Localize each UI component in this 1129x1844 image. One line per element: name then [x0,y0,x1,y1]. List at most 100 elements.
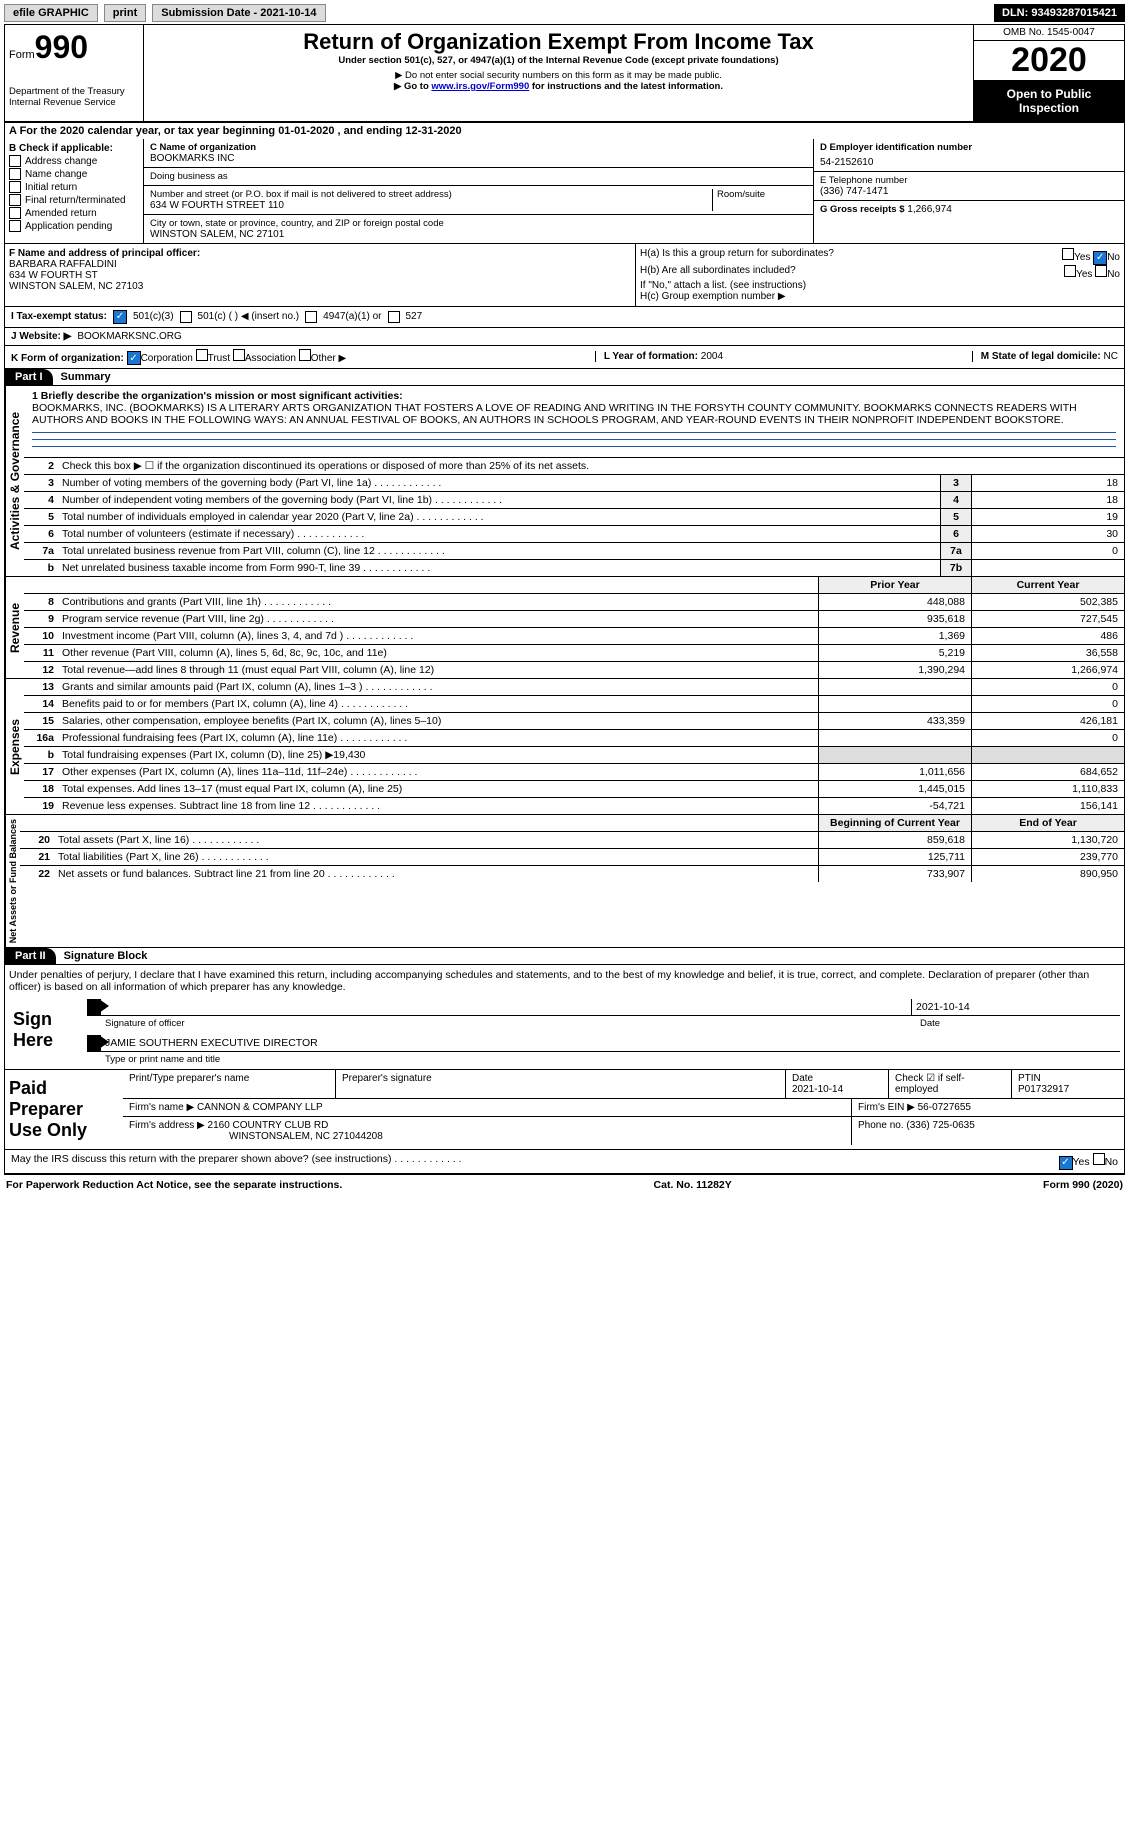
hb-no[interactable] [1095,265,1107,277]
chk-501c[interactable] [180,311,192,323]
l10n: 10 [24,628,58,644]
officer-addr1: 634 W FOURTH ST [9,270,631,281]
chk-assoc[interactable] [233,349,245,361]
l15d: Salaries, other compensation, employee b… [58,713,818,729]
org-name: BOOKMARKS INC [150,153,807,164]
l13c: 0 [971,679,1124,695]
open-inspection: Open to Public Inspection [974,81,1124,121]
box-l-label: L Year of formation: [604,351,698,362]
chk-4947[interactable] [305,311,317,323]
chk-corp[interactable]: ✓ [127,351,141,365]
chk-trust[interactable] [196,349,208,361]
part1-title: Summary [53,369,119,385]
l18p: 1,445,015 [818,781,971,797]
discuss-no[interactable] [1093,1153,1105,1165]
l12p: 1,390,294 [818,662,971,678]
l16bc [971,747,1124,763]
form990-link[interactable]: www.irs.gov/Form990 [431,81,529,92]
arrow-icon [87,999,101,1015]
ein-lbl: Firm's EIN ▶ [858,1102,915,1113]
box-j-label: J Website: ▶ [11,331,71,342]
chk-527[interactable] [388,311,400,323]
firm-addr-lbl: Firm's address ▶ [129,1120,205,1131]
l21d: Total liabilities (Part X, line 26) [54,849,818,865]
l14p [818,696,971,712]
chk-final-return[interactable] [9,194,21,206]
officer-name: BARBARA RAFFALDINI [9,259,631,270]
rev-section: Revenue Prior YearCurrent Year 8Contribu… [4,577,1125,679]
l11c: 36,558 [971,645,1124,661]
firm-ein: 56-0727655 [918,1102,971,1113]
omb-number: OMB No. 1545-0047 [974,25,1124,41]
ha-yes[interactable] [1062,248,1074,260]
l18c: 1,110,833 [971,781,1124,797]
box-d-label: D Employer identification number [820,142,1118,153]
arrow-icon [87,1035,101,1051]
street-address: 634 W FOURTH STREET 110 [150,200,712,211]
opt-amended: Amended return [25,208,97,219]
line3-v: 18 [971,475,1124,491]
rule [32,446,1116,447]
pp-h3: Date [792,1073,813,1084]
l21c: 239,770 [971,849,1124,865]
website-row: J Website: ▶ BOOKMARKSNC.ORG [4,328,1125,346]
chk-501c3[interactable]: ✓ [113,310,127,324]
l16bp [818,747,971,763]
line3-n: 3 [940,475,971,491]
line4-n: 4 [940,492,971,508]
l12d: Total revenue—add lines 8 through 11 (mu… [58,662,818,678]
l16an: 16a [24,730,58,746]
discuss-yes-lbl: Yes [1073,1156,1090,1168]
line5-desc: Total number of individuals employed in … [58,509,940,525]
name-title-lbl: Type or print name and title [87,1054,1120,1065]
l17n: 17 [24,764,58,780]
chk-other[interactable] [299,349,311,361]
header-note-1: ▶ Do not enter social security numbers o… [148,70,969,81]
officer-signature-field[interactable] [101,999,911,1015]
sig-officer-lbl: Signature of officer [87,1018,920,1029]
addr-label: Number and street (or P.O. box if mail i… [150,189,712,200]
l15p: 433,359 [818,713,971,729]
chk-name-change[interactable] [9,168,21,180]
chk-app-pending[interactable] [9,220,21,232]
form-subtitle: Under section 501(c), 527, or 4947(a)(1)… [148,55,969,66]
l20c: 1,130,720 [971,832,1124,848]
ha-no[interactable]: ✓ [1093,251,1107,265]
l16bd: Total fundraising expenses (Part IX, col… [58,747,818,763]
line6-v: 30 [971,526,1124,542]
paid-preparer-section: Paid Preparer Use Only Print/Type prepar… [4,1070,1125,1150]
l14n: 14 [24,696,58,712]
na-hdr-e: End of Year [971,815,1124,831]
ha-no-lbl: No [1107,252,1120,263]
chk-address-change[interactable] [9,155,21,167]
chk-amended[interactable] [9,207,21,219]
line5-n: 5 [940,509,971,525]
hb-yes[interactable] [1064,265,1076,277]
l13d: Grants and similar amounts paid (Part IX… [58,679,818,695]
l10c: 486 [971,628,1124,644]
sig-date-lbl: Date [920,1018,1120,1029]
ha-yes-lbl: Yes [1074,252,1090,263]
efile-button[interactable]: efile GRAPHIC [4,4,98,22]
box-f-label: F Name and address of principal officer: [9,248,631,259]
box-e-label: E Telephone number [820,175,1118,186]
l22p: 733,907 [818,866,971,882]
officer-addr2: WINSTON SALEM, NC 27103 [9,281,631,292]
room-suite-label: Room/suite [712,189,807,211]
submission-date-button[interactable]: Submission Date - 2021-10-14 [152,4,325,22]
l21p: 125,711 [818,849,971,865]
chk-initial-return[interactable] [9,181,21,193]
footer-mid: Cat. No. 11282Y [654,1179,732,1191]
hb-yes-lbl: Yes [1076,269,1092,280]
pp-date: 2021-10-14 [792,1084,843,1095]
print-button[interactable]: print [104,4,146,22]
l10p: 1,369 [818,628,971,644]
officer-name-field: JAMIE SOUTHERN EXECUTIVE DIRECTOR [101,1035,1120,1051]
ein-value: 54-2152610 [820,157,1118,168]
l16bn: b [24,747,58,763]
l16ac: 0 [971,730,1124,746]
mission-text: BOOKMARKS, INC. (BOOKMARKS) IS A LITERAR… [32,402,1116,426]
opt-name-change: Name change [25,169,87,180]
l20p: 859,618 [818,832,971,848]
discuss-yes[interactable]: ✓ [1059,1156,1073,1170]
